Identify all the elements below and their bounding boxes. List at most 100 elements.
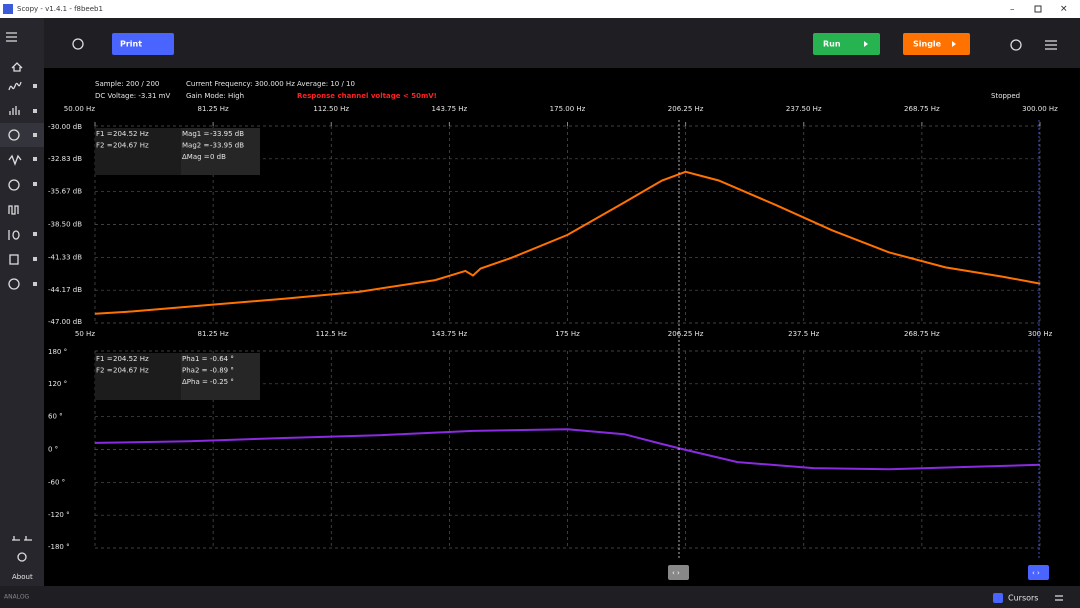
readout-box: [95, 353, 181, 400]
single-button[interactable]: [903, 33, 970, 55]
run-state: Stopped: [991, 92, 1020, 100]
readout-value: -33.95 dB: [210, 130, 244, 138]
network-tool-active[interactable]: [0, 123, 44, 147]
readout-label: Pha1 =: [182, 355, 208, 363]
warning-status: Response channel voltage < 50mV!: [297, 92, 437, 100]
title-bar: [0, 0, 1080, 18]
about-link[interactable]: About: [12, 573, 33, 581]
trace: [94, 428, 1041, 471]
app-icon: [3, 4, 13, 14]
frequency-status: Current Frequency: 300.000 Hz: [186, 80, 295, 88]
cursors-label: Cursors: [1008, 594, 1038, 603]
dio-tool[interactable]: [8, 230, 20, 240]
y-tick-label: -47.00 dB: [48, 318, 82, 326]
logo: ANALOG: [4, 594, 30, 601]
x2-tick-label: 237.50 Hz: [786, 105, 822, 113]
readout-value: 204.67 Hz: [113, 142, 149, 150]
y-tick-label: -44.17 dB: [48, 286, 82, 294]
x-tick-label: 143.75 Hz: [432, 330, 468, 338]
devices-button[interactable]: [12, 536, 32, 541]
footer: [0, 586, 1080, 608]
y-tick-label: -35.67 dB: [48, 188, 82, 196]
channels-button[interactable]: [1045, 40, 1057, 50]
dc-voltage-status: DC Voltage: -3.31 mV: [95, 92, 170, 100]
oscilloscope-tool[interactable]: [8, 81, 22, 91]
home-tool[interactable]: [11, 62, 23, 72]
readout-label: ΔMag =: [182, 153, 210, 161]
print-label: Print: [120, 40, 142, 49]
readout-label: Mag2 =: [182, 142, 209, 150]
readout-label: F2 =: [96, 367, 113, 375]
y-tick-label: -41.33 dB: [48, 253, 82, 261]
print-button[interactable]: [112, 33, 174, 55]
x-tick-label: 50 Hz: [75, 330, 95, 338]
x2-tick-label: 143.75 Hz: [432, 105, 468, 113]
x2-tick-label: 206.25 Hz: [668, 105, 704, 113]
minimize[interactable]: –: [1010, 5, 1015, 15]
cursor-handle[interactable]: [668, 565, 689, 580]
info-button[interactable]: [72, 38, 84, 50]
readout-box: [95, 128, 181, 175]
y-tick-label: -30.00 dB: [48, 123, 82, 131]
trace: [94, 170, 1041, 315]
readout-box: [181, 353, 260, 400]
x2-tick-label: 50.00 Hz: [64, 105, 96, 113]
preferences-button[interactable]: [17, 552, 27, 562]
cursor-handle-2-icon: ‹ ›: [1032, 569, 1040, 577]
readout-label: Pha2 =: [182, 367, 208, 375]
readout-value: -0.64 °: [210, 355, 234, 363]
readout-label: F2 =: [96, 142, 113, 150]
gain-status: Gain Mode: High: [186, 92, 244, 100]
readout-label: ΔPha =: [182, 378, 208, 386]
readout-label: F1 =: [96, 355, 113, 363]
readout-label: F1 =: [96, 130, 113, 138]
average-status: Average: 10 / 10: [297, 80, 355, 88]
y-tick-label: 180 °: [48, 348, 67, 356]
x-tick-label: 206.25 Hz: [668, 330, 704, 338]
power-tool[interactable]: [9, 254, 19, 265]
readout-value: 204.52 Hz: [113, 130, 149, 138]
x-tick-label: 175 Hz: [555, 330, 580, 338]
readout-value: -0.89 °: [210, 367, 234, 375]
readout-value: 0 dB: [210, 153, 226, 161]
run-button[interactable]: [813, 33, 880, 55]
y-tick-label: -120 °: [48, 511, 70, 519]
x2-tick-label: 300.00 Hz: [1022, 105, 1058, 113]
y-tick-label: 60 °: [48, 413, 63, 421]
x2-tick-label: 112.50 Hz: [313, 105, 349, 113]
y-tick-label: 120 °: [48, 380, 67, 388]
cursors-menu[interactable]: [1055, 595, 1063, 601]
y-tick-label: -32.83 dB: [48, 155, 82, 163]
network-tool: [8, 129, 20, 141]
cursor-handle-2[interactable]: [1028, 565, 1049, 580]
logic-tool[interactable]: [8, 179, 20, 191]
x-tick-label: 112.5 Hz: [316, 330, 348, 338]
voltmeter-tool[interactable]: [8, 278, 20, 290]
x-tick-label: 237.5 Hz: [788, 330, 820, 338]
run-label: Run: [823, 40, 841, 49]
settings-button[interactable]: [1010, 39, 1022, 51]
cursor-handle-icon: ‹ ›: [672, 569, 680, 577]
readout-value: 204.67 Hz: [113, 367, 149, 375]
readout-value: -33.95 dB: [210, 142, 244, 150]
y-tick-label: -60 °: [48, 478, 65, 486]
spectrum-tool[interactable]: [9, 106, 20, 115]
run-icon: [864, 41, 868, 47]
sample-status: Sample: 200 / 200: [95, 80, 159, 88]
sidebar: [0, 18, 44, 608]
siggen-tool[interactable]: [8, 154, 22, 166]
tool-indicators: [33, 84, 37, 286]
maximize[interactable]: [1034, 5, 1042, 13]
y-tick-label: 0 °: [48, 446, 58, 454]
menu-icon[interactable]: [6, 32, 17, 42]
window-title: Scopy - v1.4.1 - f8beeb1: [17, 5, 103, 13]
readout-value: 204.52 Hz: [113, 355, 149, 363]
x2-tick-label: 268.75 Hz: [904, 105, 940, 113]
readout-label: Mag1 =: [182, 130, 209, 138]
single-label: Single: [913, 40, 942, 49]
x2-tick-label: 175.00 Hz: [550, 105, 586, 113]
close[interactable]: ✕: [1060, 5, 1068, 15]
pattern-tool[interactable]: [8, 205, 19, 215]
cursors-toggle[interactable]: [993, 593, 1003, 603]
